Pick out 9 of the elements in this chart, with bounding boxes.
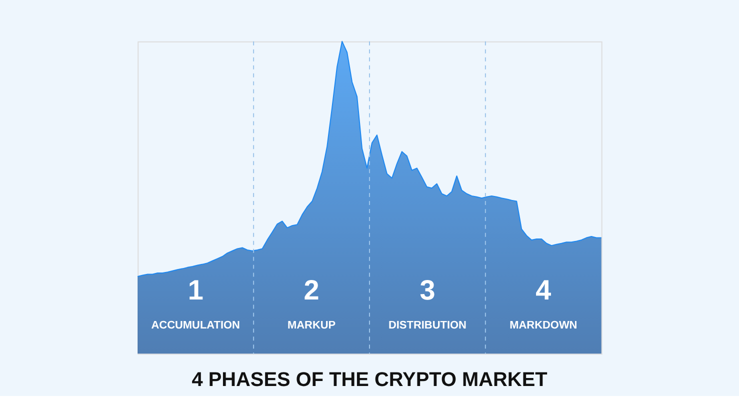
annotation: ACCUMULATION [151,320,240,332]
annotation: MARKUP [287,320,336,332]
annotation: 2 [304,274,320,306]
annotation: 4 [536,274,552,306]
annotation: 3 [420,274,436,306]
annotation: 1 [188,274,204,306]
annotation: DISTRIBUTION [388,320,467,332]
text: 4 PHASES OF THE CRYPTO MARKET [192,368,548,391]
annotation: MARKDOWN [510,320,578,332]
